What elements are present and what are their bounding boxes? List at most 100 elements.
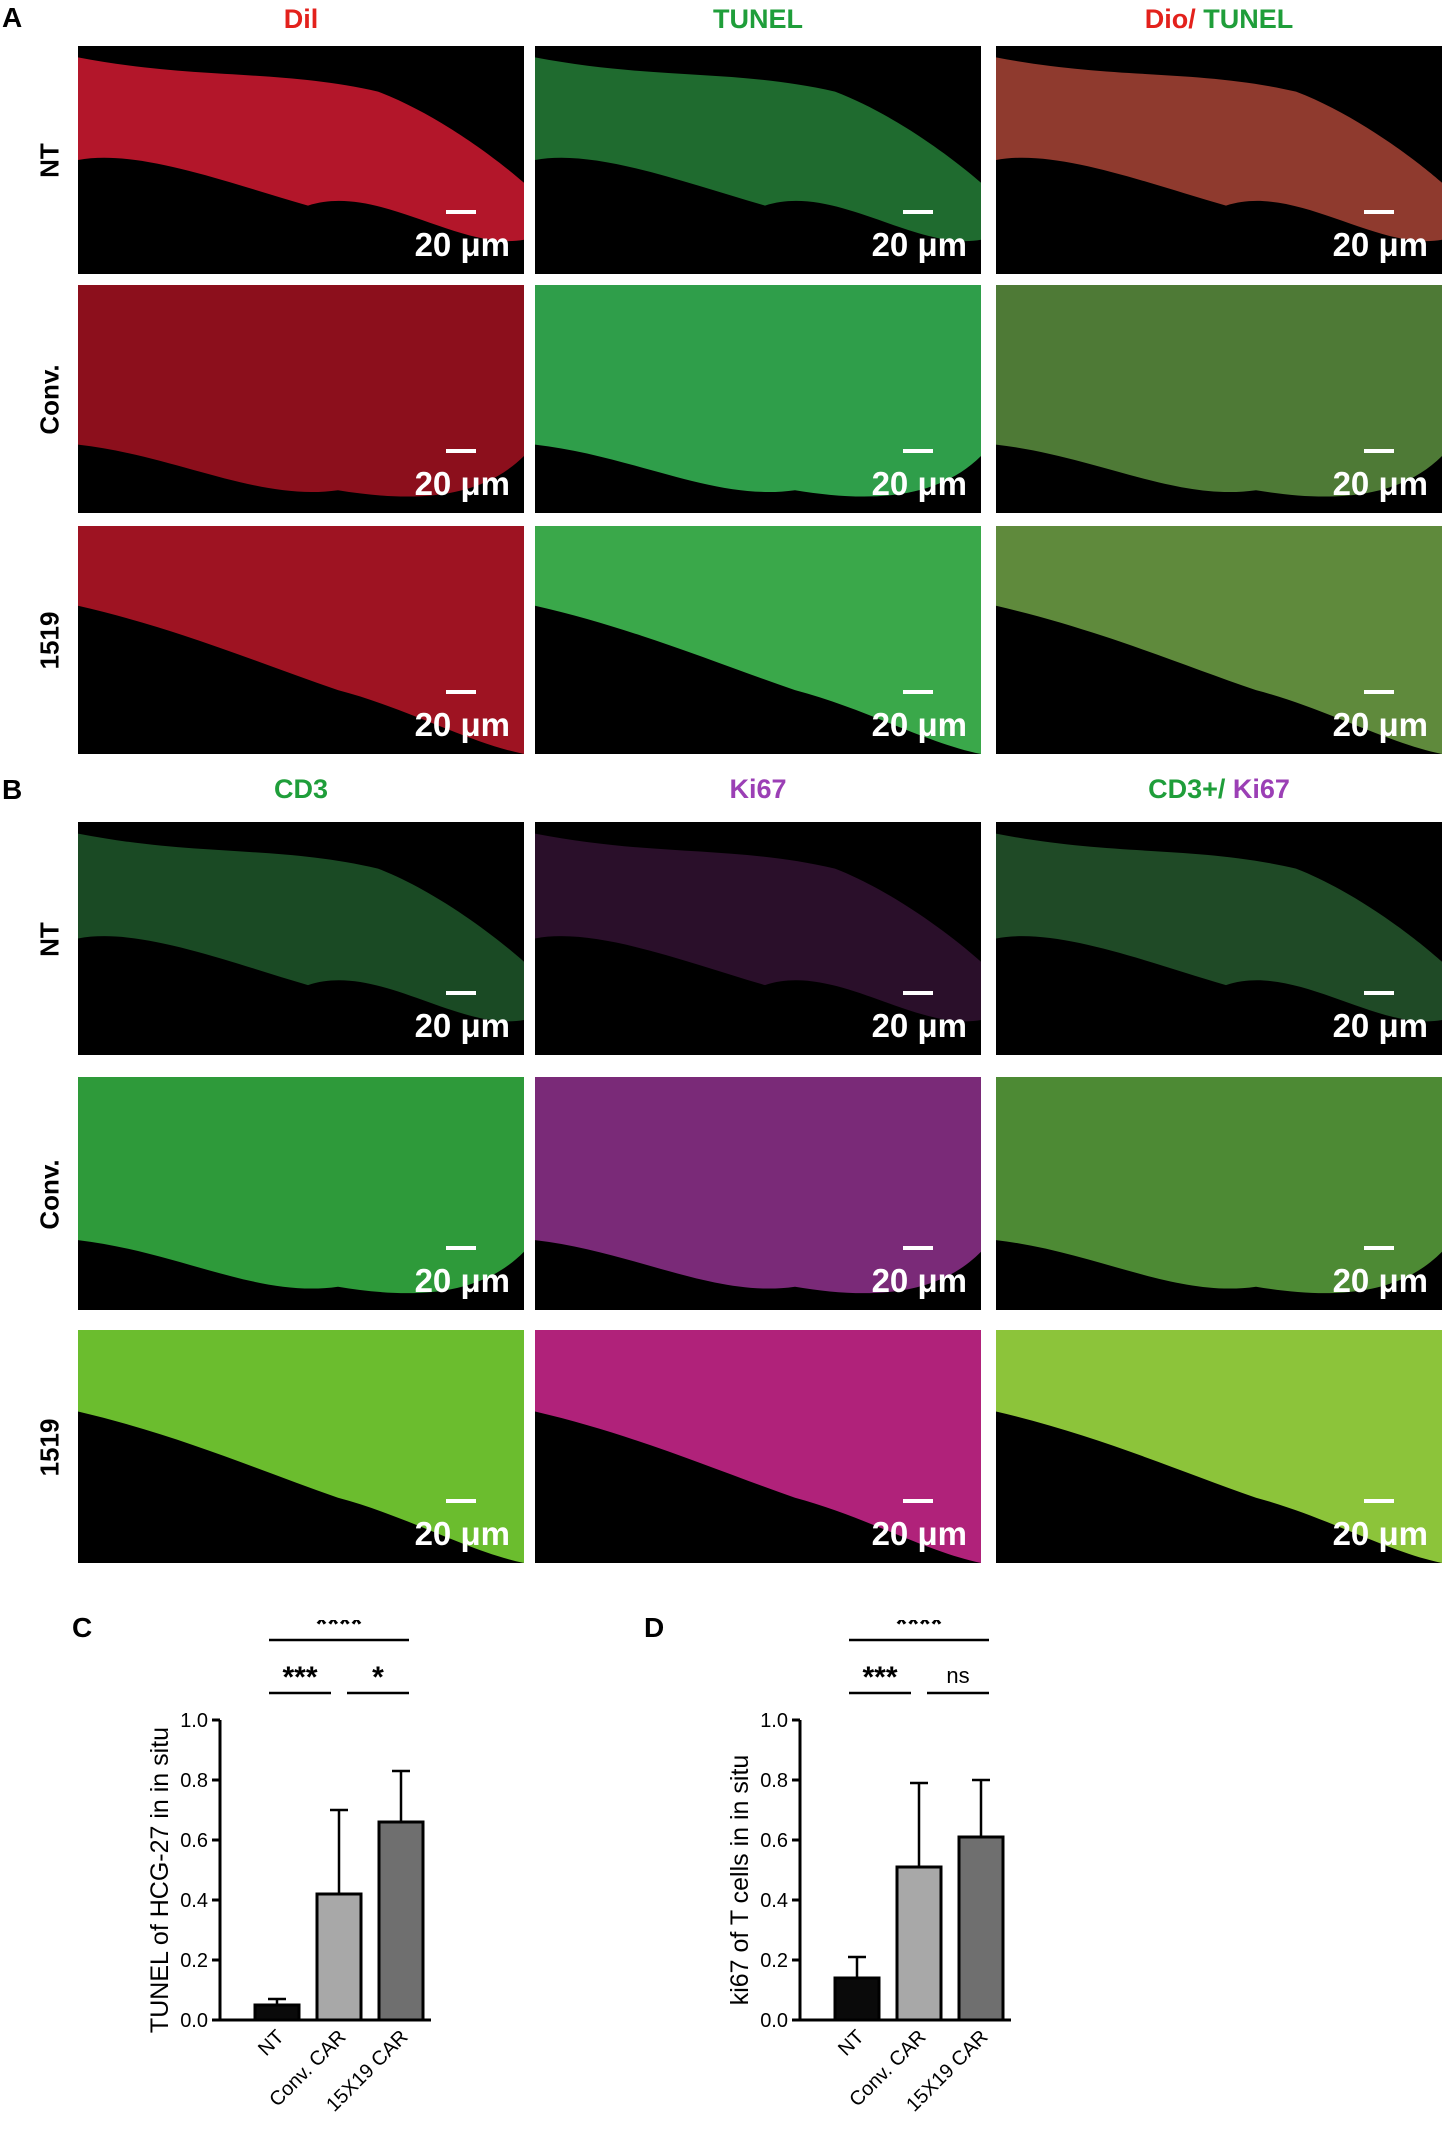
- b-micrograph-r1-c0: 20 μm: [78, 1077, 524, 1310]
- column-header-segment: Dio/: [1144, 4, 1204, 34]
- panel-c-letter: C: [72, 1612, 93, 1643]
- tissue-signal: [996, 57, 1442, 242]
- b-micrograph-r2-c1: 20 μm: [535, 1330, 981, 1563]
- a-micrograph-r1-c2: 20 μm: [996, 285, 1442, 513]
- scale-bar: 20 μm: [400, 1493, 510, 1553]
- bar: [377, 1820, 425, 2022]
- a-micrograph-r2-c1: 20 μm: [535, 526, 981, 754]
- tissue-signal: [996, 833, 1442, 1022]
- column-header-segment: CD3: [273, 774, 328, 804]
- b-column-header-2: CD3+/ Ki67: [999, 774, 1439, 805]
- tissue-signal: [535, 1077, 981, 1294]
- scale-bar: 20 μm: [1318, 204, 1428, 264]
- a-micrograph-r0-c0: 20 μm: [78, 46, 524, 274]
- scale-bar-label: 20 μm: [871, 706, 967, 743]
- y-tick-label: 1.0: [760, 1710, 788, 1732]
- scale-bar-line: [1364, 1499, 1394, 1503]
- chart-d: 0.0 0.2 0.4 0.6 0.8 1.0 ki67 of T cells in in …: [700, 1608, 1040, 2140]
- a-micrograph-r0-c2: 20 μm: [996, 46, 1442, 274]
- significance-label: ***: [282, 1661, 317, 1694]
- a-column-header-2: Dio/ TUNEL: [999, 4, 1439, 35]
- y-tick-label: 0.2: [180, 1950, 208, 1972]
- scale-bar-label: 20 μm: [414, 706, 510, 743]
- y-tick-label: 0.4: [760, 1890, 788, 1912]
- scale-bar-label: 20 μm: [1332, 226, 1428, 263]
- significance-label: ns: [946, 1663, 969, 1688]
- bar: [315, 1892, 363, 2022]
- a-row-label-0: NT: [34, 143, 65, 178]
- scale-bar-label: 20 μm: [1332, 1262, 1428, 1299]
- scale-bar-label: 20 μm: [414, 1007, 510, 1044]
- b-micrograph-r1-c2: 20 μm: [996, 1077, 1442, 1310]
- scale-bar: 20 μm: [857, 204, 967, 264]
- scale-bar-label: 20 μm: [1332, 465, 1428, 502]
- scale-bar: 20 μm: [857, 985, 967, 1045]
- scale-bar-line: [446, 1499, 476, 1503]
- b-row-label-1: Conv.: [34, 1158, 65, 1230]
- scale-bar-line: [903, 210, 933, 214]
- bar: [253, 2003, 301, 2022]
- y-tick-label: 0.2: [760, 1950, 788, 1972]
- scale-bar-label: 20 μm: [1332, 706, 1428, 743]
- y-tick-label: 0.0: [760, 2010, 788, 2032]
- scale-bar-line: [903, 1499, 933, 1503]
- scale-bar: 20 μm: [857, 443, 967, 503]
- tissue-signal: [996, 1330, 1442, 1563]
- significance-label: *: [372, 1661, 384, 1694]
- scale-bar-line: [446, 690, 476, 694]
- bar: [833, 1976, 881, 2022]
- scale-bar: 20 μm: [400, 684, 510, 744]
- scale-bar-label: 20 μm: [1332, 1515, 1428, 1552]
- panel-b-letter: B: [2, 774, 23, 805]
- scale-bar-label: 20 μm: [871, 465, 967, 502]
- x-tick-label: NT: [254, 2026, 288, 2060]
- tissue-signal: [78, 57, 524, 242]
- tissue-signal: [535, 526, 981, 754]
- a-column-header-0: Dil: [81, 4, 521, 35]
- tissue-signal: [78, 1077, 524, 1294]
- scale-bar: 20 μm: [1318, 684, 1428, 744]
- scale-bar-label: 20 μm: [1332, 1007, 1428, 1044]
- a-micrograph-r1-c0: 20 μm: [78, 285, 524, 513]
- scale-bar-line: [1364, 449, 1394, 453]
- scale-bar: 20 μm: [857, 1240, 967, 1300]
- scale-bar-label: 20 μm: [871, 226, 967, 263]
- b-row-label-2: 1519: [34, 1418, 65, 1476]
- scale-bar-label: 20 μm: [871, 1262, 967, 1299]
- a-micrograph-r2-c2: 20 μm: [996, 526, 1442, 754]
- scale-bar: 20 μm: [857, 684, 967, 744]
- scale-bar-label: 20 μm: [414, 1262, 510, 1299]
- scale-bar-line: [446, 210, 476, 214]
- y-axis-label: TUNEL of HCG-27 in in situ: [146, 1727, 174, 2033]
- scale-bar-label: 20 μm: [414, 1515, 510, 1552]
- b-micrograph-r0-c1: 20 μm: [535, 822, 981, 1055]
- column-header-segment: Dil: [283, 4, 319, 34]
- a-row-label-2: 1519: [34, 611, 65, 670]
- b-micrograph-r2-c0: 20 μm: [78, 1330, 524, 1563]
- b-column-header-1: Ki67: [538, 774, 978, 805]
- significance-label: ****: [316, 1620, 363, 1641]
- column-header-segment: TUNEL: [1203, 4, 1294, 34]
- a-column-header-1: TUNEL: [538, 4, 978, 35]
- y-tick-label: 1.0: [180, 1710, 208, 1732]
- y-tick-label: 0.6: [760, 1830, 788, 1852]
- scale-bar-line: [903, 991, 933, 995]
- scale-bar-line: [446, 449, 476, 453]
- scale-bar: 20 μm: [400, 985, 510, 1045]
- scale-bar: 20 μm: [1318, 985, 1428, 1045]
- y-tick-label: 0.0: [180, 2010, 208, 2032]
- tissue-signal: [78, 285, 524, 497]
- scale-bar-label: 20 μm: [871, 1515, 967, 1552]
- scale-bar: 20 μm: [857, 1493, 967, 1553]
- tissue-signal: [535, 57, 981, 242]
- scale-bar: 20 μm: [1318, 1240, 1428, 1300]
- tissue-signal: [996, 1077, 1442, 1294]
- column-header-segment: Ki67: [1232, 774, 1290, 804]
- tissue-signal: [535, 833, 981, 1022]
- y-tick-label: 0.4: [180, 1890, 208, 1912]
- b-column-header-0: CD3: [81, 774, 521, 805]
- column-header-segment: TUNEL: [713, 4, 803, 34]
- significance-label: ***: [862, 1661, 897, 1694]
- tissue-signal: [78, 1330, 524, 1563]
- tissue-signal: [535, 285, 981, 497]
